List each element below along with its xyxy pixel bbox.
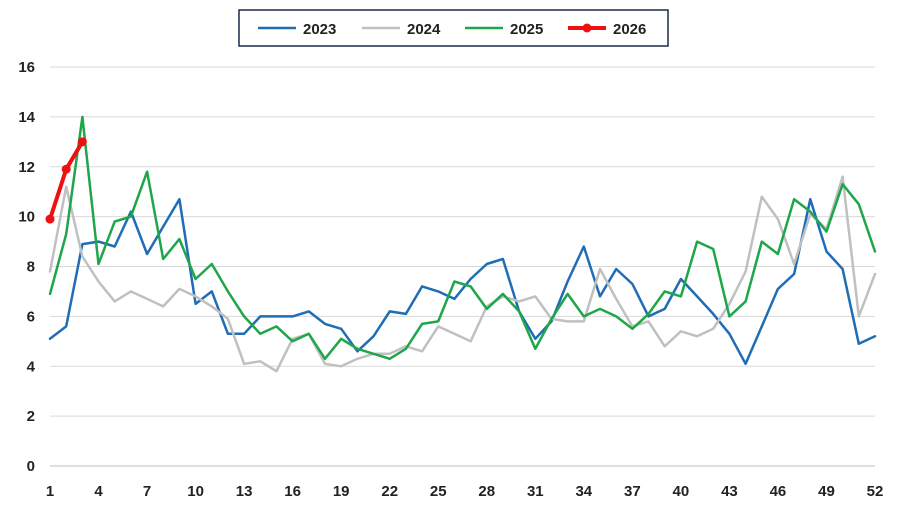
y-tick-label: 14 [18, 109, 35, 126]
x-tick-label: 46 [770, 483, 787, 500]
x-tick-label: 13 [236, 483, 253, 500]
plot-area [45, 115, 877, 373]
y-tick-label: 2 [27, 408, 35, 425]
series-line-2023 [48, 197, 877, 366]
x-tick-label: 28 [478, 483, 495, 500]
series-line-2024 [48, 175, 877, 373]
x-tick-label: 43 [721, 483, 738, 500]
y-tick-label: 8 [27, 259, 35, 276]
y-tick-label: 16 [18, 59, 35, 76]
x-tick-label: 49 [818, 483, 835, 500]
y-axis-ticks: 0 2 4 6 8 10 12 14 16 [18, 59, 35, 475]
legend-label-2025: 2025 [510, 21, 543, 38]
legend-label-2026: 2026 [613, 21, 646, 38]
x-tick-label: 40 [673, 483, 690, 500]
x-tick-label: 10 [187, 483, 204, 500]
x-tick-label: 25 [430, 483, 447, 500]
y-tick-label: 10 [18, 209, 35, 226]
series-line-2026 [48, 139, 85, 222]
x-tick-label: 31 [527, 483, 544, 500]
series-line-2025 [48, 115, 877, 361]
legend-label-2024: 2024 [407, 21, 441, 38]
data-point-2026 [77, 137, 87, 147]
x-tick-label: 1 [46, 483, 54, 500]
y-tick-label: 12 [18, 159, 35, 176]
x-tick-label: 22 [381, 483, 398, 500]
y-tick-label: 6 [27, 308, 35, 325]
x-tick-label: 34 [575, 483, 592, 500]
y-tick-label: 0 [27, 458, 35, 475]
x-axis-ticks: 1 4 7 10 13 16 19 22 25 28 31 34 37 40 43 46 49 52 [46, 483, 884, 500]
x-tick-label: 19 [333, 483, 350, 500]
legend: 2023 2024 2025 2026 [238, 9, 669, 47]
x-tick-label: 4 [94, 483, 103, 500]
legend-marker-2026 [582, 23, 592, 33]
y-tick-label: 4 [27, 358, 36, 375]
gridlines [50, 66, 875, 417]
x-tick-label: 7 [143, 483, 151, 500]
x-tick-label: 16 [284, 483, 301, 500]
x-tick-label: 52 [867, 483, 884, 500]
data-point-2026 [45, 214, 55, 224]
data-point-2026 [61, 164, 71, 174]
legend-label-2023: 2023 [303, 21, 336, 38]
x-tick-label: 37 [624, 483, 641, 500]
